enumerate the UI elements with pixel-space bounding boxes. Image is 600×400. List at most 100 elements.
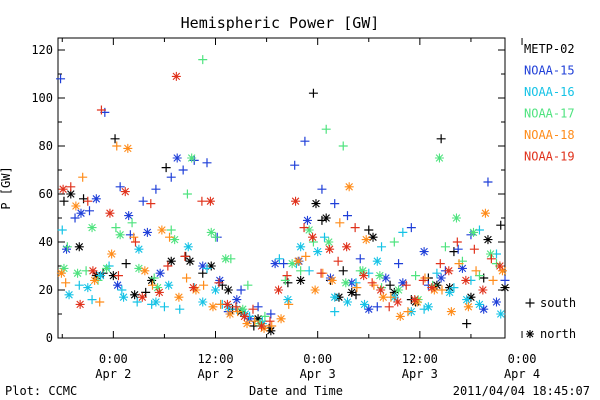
north-data-point: [491, 297, 501, 307]
north-data-point: [151, 297, 161, 307]
south-data-point: [369, 280, 379, 290]
south-data-point: [83, 196, 93, 206]
south-data-point: [138, 196, 148, 206]
north-data-point: [457, 263, 467, 273]
north-data-point: [120, 187, 130, 197]
north-data-point: [474, 299, 484, 309]
north-data-point: [395, 311, 405, 321]
south-data-point: [202, 263, 212, 273]
south-data-point: [148, 280, 158, 290]
south-data-point: [57, 225, 67, 235]
x-tick-time-label: 0:00: [303, 352, 332, 366]
south-data-point: [112, 141, 122, 151]
north-data-point: [393, 297, 403, 307]
north-data-point: [223, 285, 233, 295]
south-data-point: [342, 211, 352, 221]
north-data-point: [96, 271, 106, 281]
y-tick-label: 120: [31, 43, 53, 57]
north-data-point: [479, 304, 489, 314]
north-data-point: [242, 319, 252, 329]
north-data-point: [87, 223, 97, 233]
north-data-point: [313, 247, 323, 257]
south-data-point: [330, 199, 340, 209]
y-tick-label: 40: [39, 235, 53, 249]
south-data-point: [385, 280, 395, 290]
south-data-point: [166, 172, 176, 182]
north-data-point: [137, 292, 147, 302]
south-data-point: [96, 105, 106, 115]
south-data-point: [469, 244, 479, 254]
north-data-point: [198, 297, 208, 307]
south-data-point: [496, 220, 506, 230]
north-data-point: [423, 302, 433, 312]
south-data-point: [437, 285, 447, 295]
north-data-point: [66, 189, 76, 199]
north-data-point: [75, 299, 85, 309]
south-data-point: [351, 278, 361, 288]
south-data-point: [479, 273, 489, 283]
north-data-point: [157, 225, 167, 235]
north-data-point: [266, 326, 276, 336]
north-data-point: [113, 280, 123, 290]
north-data-point: [206, 227, 216, 237]
data-points: [56, 55, 510, 336]
north-data-point: [296, 275, 306, 285]
legend: METP-02 NOAA-15 NOAA-16 NOAA-17 NOAA-18 NOAA-…: [524, 42, 576, 341]
south-data-point: [296, 266, 306, 276]
north-data-point: [287, 259, 297, 269]
south-data-point: [403, 307, 413, 317]
north-data-point: [293, 256, 303, 266]
south-data-point: [151, 184, 161, 194]
x-tick-time-label: 0:00: [508, 352, 537, 366]
south-data-point: [377, 242, 387, 252]
south-data-point: [304, 266, 314, 276]
south-data-point: [62, 242, 72, 252]
south-data-point: [436, 134, 446, 144]
north-data-point: [410, 295, 420, 305]
north-data-point: [375, 271, 385, 281]
north-data-point: [381, 273, 391, 283]
south-data-point: [280, 275, 290, 285]
north-data-point: [253, 314, 263, 324]
north-data-point: [497, 266, 507, 276]
north-data-point: [324, 237, 334, 247]
legend-entry-noaa-19: NOAA-19: [524, 150, 575, 164]
north-data-point: [270, 259, 280, 269]
north-data-point: [358, 266, 368, 276]
south-data-point: [265, 316, 275, 326]
north-data-point: [461, 275, 471, 285]
south-data-point: [87, 295, 97, 305]
legend-marker-label: south: [540, 296, 576, 310]
north-data-point: [302, 215, 312, 225]
south-data-point: [367, 278, 377, 288]
north-data-point: [500, 283, 510, 293]
north-data-point: [140, 266, 150, 276]
south-data-point: [182, 189, 192, 199]
north-data-point: [378, 292, 388, 302]
south-data-point: [453, 244, 463, 254]
south-data-point: [110, 134, 120, 144]
south-data-point: [70, 213, 80, 223]
north-data-point: [134, 244, 144, 254]
north-data-point: [76, 208, 86, 218]
north-data-point: [59, 263, 69, 273]
north-data-point: [466, 292, 476, 302]
south-data-point: [248, 304, 258, 314]
north-data-point: [359, 271, 369, 281]
south-data-point: [130, 237, 140, 247]
north-data-point: [188, 283, 198, 293]
south-data-point: [284, 299, 294, 309]
south-data-point: [149, 273, 159, 283]
south-data-point: [214, 278, 224, 288]
chart-title: Hemispheric Power [GW]: [181, 14, 380, 32]
north-data-point: [483, 235, 493, 245]
south-data-point: [462, 319, 472, 329]
x-tick-date-label: Apr 2: [197, 367, 233, 381]
north-data-point: [205, 196, 215, 206]
y-tick-label: 100: [31, 91, 53, 105]
north-data-point: [187, 153, 197, 163]
south-data-point: [474, 271, 484, 281]
south-data-point: [113, 271, 123, 281]
x-tick-time-label: 0:00: [99, 352, 128, 366]
